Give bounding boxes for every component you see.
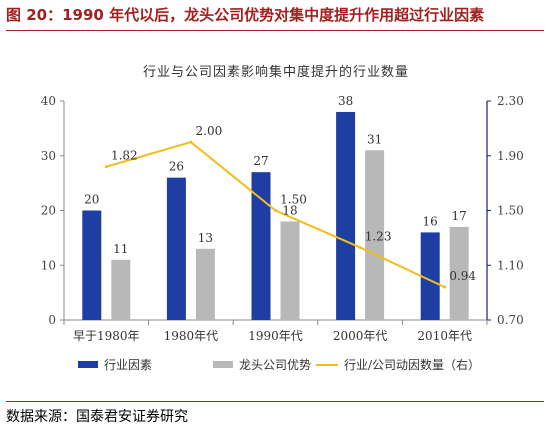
line-point [189, 140, 193, 144]
bar-leader [195, 248, 215, 320]
bar-leader [280, 221, 300, 320]
left-tick-label: 30 [41, 149, 56, 163]
right-tick-label: 1.90 [497, 149, 524, 163]
legend: 行业因素 龙头公司优势 行业/公司动因数量（右） [78, 357, 480, 372]
title-rule [6, 30, 544, 31]
bar-industry [82, 210, 102, 320]
data-label-ratio: 1.23 [365, 229, 392, 243]
data-label-leader: 11 [113, 242, 128, 256]
legend-industry: 行业因素 [78, 358, 152, 372]
legend-swatch [213, 361, 233, 368]
bar-leader [449, 226, 469, 320]
right-tick-label: 1.50 [497, 204, 524, 218]
x-tick-label: 2000年代 [333, 329, 388, 343]
data-label-leader: 13 [198, 231, 213, 245]
x-tick-label: 2010年代 [417, 329, 472, 343]
data-label-industry: 26 [169, 160, 184, 174]
bar-industry [166, 177, 186, 320]
line-point [274, 209, 277, 212]
line-point [443, 285, 447, 289]
x-tick-label: 1980年代 [164, 329, 219, 343]
data-label-ratio: 2.00 [196, 124, 223, 138]
legend-label: 行业/公司动因数量（右） [344, 357, 480, 372]
chart: 行业与公司因素影响集中度提升的行业数量 0 10 20 30 40 0.70 1.10 1.5… [41, 64, 524, 372]
line-series [104, 140, 447, 289]
axes: 0 10 20 30 40 0.70 1.10 1.50 1.90 2.30 早于1980年 1980… [41, 94, 524, 343]
data-label-ratio: 0.94 [449, 269, 476, 283]
data-label-ratio: 1.50 [280, 193, 307, 207]
legend-leader: 龙头公司优势 [213, 358, 311, 372]
x-tick-label: 早于1980年 [73, 329, 140, 343]
data-label-leader: 18 [282, 203, 297, 217]
figure-title: 图 20：1990 年代以后，龙头公司优势对集中度提升作用超过行业因素 [6, 6, 485, 24]
bar-industry [420, 232, 440, 320]
data-labels: 20 26 27 38 16 11 13 18 31 17 1.82 2.00 1.50 1.23 0.94 [84, 94, 476, 283]
data-label-leader: 17 [452, 209, 467, 223]
bar-industry [336, 111, 356, 320]
legend-ratio: 行业/公司动因数量（右） [316, 357, 480, 372]
data-label-ratio: 1.82 [111, 149, 138, 163]
data-label-industry: 27 [253, 154, 268, 168]
right-tick-label: 2.30 [497, 94, 524, 108]
x-tick-label: 1990年代 [248, 329, 303, 343]
right-tick-label: 1.10 [497, 258, 524, 272]
line-ratio [106, 140, 446, 289]
data-label-industry: 20 [84, 193, 99, 207]
right-tick-label: 0.70 [497, 313, 524, 327]
left-tick-label: 20 [41, 204, 56, 218]
left-tick-label: 0 [48, 313, 56, 327]
legend-label: 行业因素 [104, 358, 152, 372]
line-point [104, 165, 108, 169]
source-rule [6, 401, 544, 402]
line-point [358, 245, 362, 249]
left-tick-label: 10 [41, 258, 56, 272]
bar-leader [111, 259, 131, 320]
data-label-industry: 38 [338, 94, 353, 108]
data-label-leader: 31 [367, 132, 382, 146]
bar-leader [365, 150, 385, 320]
chart-title: 行业与公司因素影响集中度提升的行业数量 [143, 64, 409, 80]
bar-industry [251, 172, 271, 320]
source-note: 数据来源：国泰君安证券研究 [6, 409, 188, 425]
legend-swatch [78, 361, 98, 368]
left-tick-label: 40 [41, 94, 56, 108]
legend-label: 龙头公司优势 [239, 358, 311, 372]
bars [82, 111, 469, 320]
data-label-industry: 16 [423, 214, 438, 228]
